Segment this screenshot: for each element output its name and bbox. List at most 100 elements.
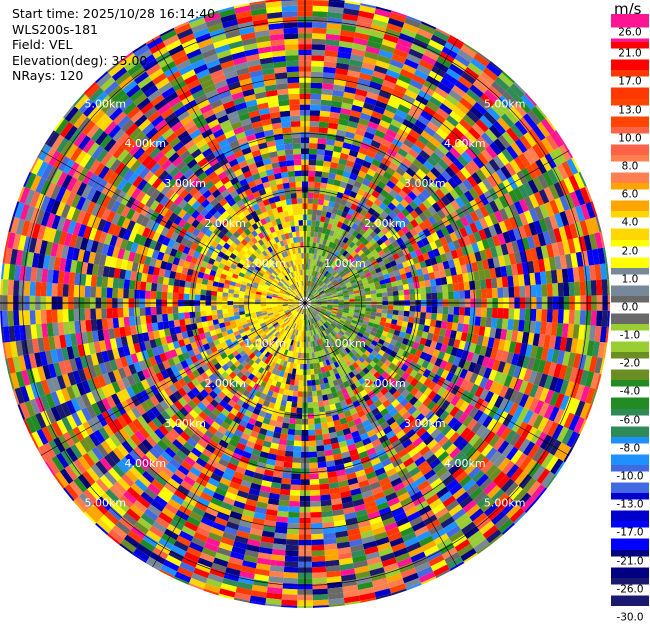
velocity-gate [286, 445, 294, 451]
velocity-gate [397, 315, 403, 321]
velocity-gate [135, 316, 141, 325]
velocity-gate [307, 204, 312, 210]
velocity-gate [387, 310, 393, 315]
velocity-gate [178, 313, 184, 320]
velocity-gate [292, 396, 298, 402]
velocity-gate [366, 298, 372, 302]
velocity-gate [283, 462, 292, 468]
velocity-gate [308, 435, 315, 441]
velocity-gate [312, 33, 326, 39]
velocity-gate [308, 408, 314, 414]
velocity-gate [408, 317, 414, 323]
velocity-gate [310, 506, 321, 512]
velocity-gate [291, 479, 301, 485]
velocity-gate [319, 478, 329, 484]
velocity-gate [388, 305, 394, 310]
velocity-gate [458, 282, 464, 291]
velocity-gate [307, 386, 312, 392]
velocity-gate [134, 307, 140, 316]
velocity-gate [306, 353, 309, 359]
velocity-gate [404, 311, 410, 317]
velocity-gate [441, 321, 448, 329]
velocity-gate [421, 306, 427, 312]
velocity-gate [536, 309, 542, 322]
velocity-gate [298, 380, 302, 386]
velocity-gate [286, 545, 299, 551]
velocity-gate [310, 512, 321, 518]
velocity-gate [302, 342, 304, 348]
velocity-gate [563, 282, 569, 296]
velocity-gate [420, 287, 426, 294]
velocity-gate [287, 528, 299, 534]
velocity-gate [397, 285, 403, 291]
velocity-gate [507, 276, 514, 287]
velocity-gate [443, 292, 449, 300]
velocity-gate [310, 231, 314, 237]
velocity-gate [281, 428, 289, 434]
velocity-gate [403, 284, 409, 290]
velocity-gate [491, 278, 498, 288]
velocity-gate [322, 172, 330, 178]
velocity-gate [101, 308, 107, 319]
velocity-gate [68, 309, 74, 322]
velocity-gate [289, 506, 300, 512]
velocity-gate [453, 315, 459, 323]
velocity-gate [443, 307, 449, 315]
velocity-gate [174, 320, 180, 328]
velocity-gate [107, 308, 113, 319]
velocity-gate [323, 439, 331, 446]
velocity-gate [393, 305, 399, 310]
velocity-gate [530, 285, 536, 297]
velocity-gate [321, 505, 332, 512]
velocity-gate [426, 306, 432, 313]
velocity-gate [156, 307, 162, 315]
velocity-gate [321, 511, 333, 518]
velocity-gate [492, 288, 498, 298]
velocity-gate [312, 567, 326, 573]
velocity-gate [57, 309, 63, 322]
velocity-gate [388, 296, 394, 301]
velocity-gate [315, 434, 323, 440]
velocity-gate [179, 319, 185, 326]
velocity-gate [491, 318, 498, 328]
velocity-gate [319, 122, 329, 128]
velocity-gate [317, 204, 323, 210]
velocity-gate [293, 452, 301, 458]
velocity-gate [123, 308, 129, 318]
velocity-gate [291, 402, 297, 408]
velocity-gate [530, 309, 536, 321]
velocity-gate [454, 307, 460, 315]
velocity-gate [311, 539, 324, 545]
velocity-gate [309, 473, 318, 479]
velocity-gate [344, 300, 350, 302]
velocity-gate [292, 468, 301, 474]
velocity-gate [162, 307, 168, 315]
velocity-gate [312, 28, 327, 34]
velocity-gate [541, 284, 547, 297]
velocity-gate [200, 311, 206, 317]
velocity-gate [2, 311, 8, 327]
velocity-gate [425, 313, 431, 320]
velocity-gate [211, 305, 217, 310]
velocity-gate [525, 309, 531, 321]
velocity-gate [311, 72, 323, 78]
velocity-gate [376, 309, 382, 313]
velocity-gate [310, 484, 320, 490]
velocity-gate [129, 316, 135, 326]
velocity-gate [371, 297, 377, 301]
velocity-gate [228, 309, 234, 313]
velocity-gate [311, 66, 324, 72]
velocity-gate [409, 289, 415, 295]
velocity-gate [307, 220, 311, 226]
velocity-gate [319, 406, 325, 412]
velocity-gate [318, 199, 324, 205]
velocity-gate [320, 105, 331, 112]
velocity-gate [469, 281, 475, 290]
velocity-gate [30, 310, 36, 325]
velocity-gate [79, 309, 85, 321]
velocity-gate [591, 280, 597, 295]
velocity-gate [291, 407, 297, 413]
velocity-gate [410, 306, 416, 312]
velocity-gate [313, 402, 319, 408]
